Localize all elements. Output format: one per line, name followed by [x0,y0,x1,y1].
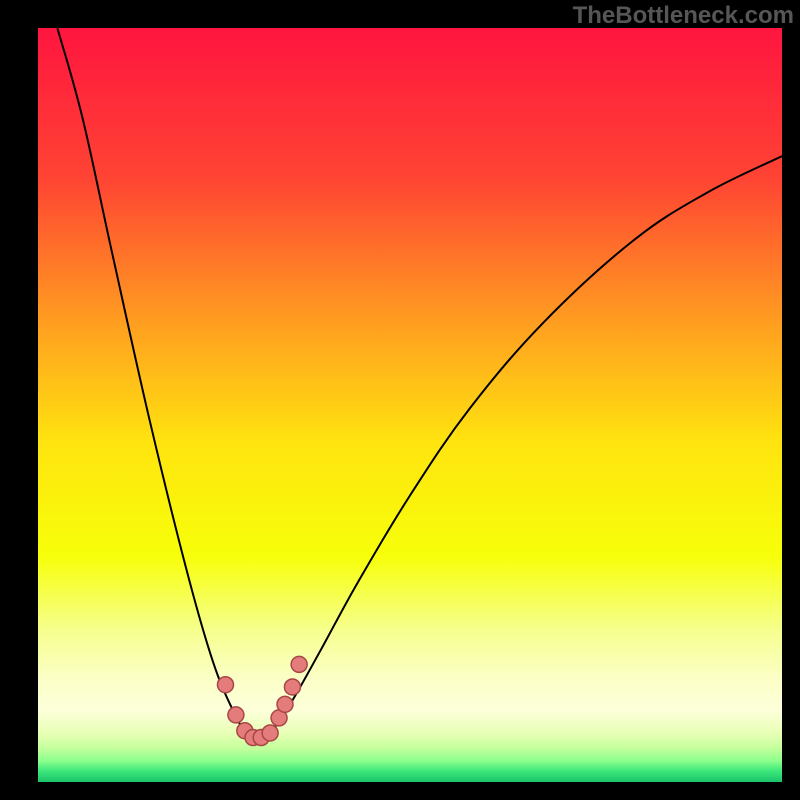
data-marker [262,725,278,741]
data-marker [217,677,233,693]
gradient-background [38,28,782,782]
plot-svg [38,28,782,782]
plot-area [38,28,782,782]
data-marker [228,707,244,723]
watermark-text: TheBottleneck.com [573,2,794,30]
data-marker [277,696,293,712]
data-marker [284,679,300,695]
data-marker [291,656,307,672]
